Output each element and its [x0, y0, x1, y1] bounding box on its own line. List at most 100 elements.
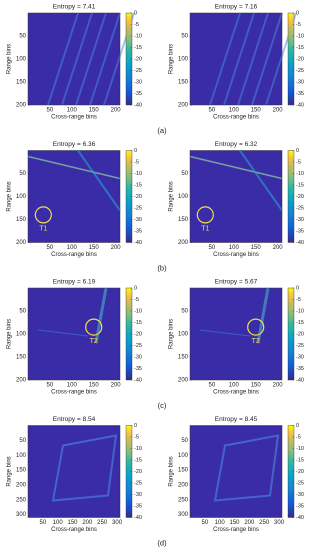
colorbar-tick-label: -25 — [296, 343, 304, 349]
x-axis-label: Cross-range bins — [51, 527, 97, 533]
streak — [89, 12, 121, 106]
streak — [61, 12, 93, 106]
streak — [77, 149, 121, 212]
x-tick-label: 100 — [215, 520, 226, 526]
colorbar-tick-label: -20 — [134, 469, 142, 475]
colorbar-tick-label: -30 — [296, 217, 304, 223]
x-axis-label: Cross-range bins — [51, 115, 97, 121]
colorbar-tick-label: -10 — [296, 308, 304, 314]
x-tick-label: 150 — [251, 245, 262, 251]
x-axis-label: Cross-range bins — [213, 115, 259, 121]
colorbar-tick-label: 0 — [134, 148, 137, 154]
colorbar-tick-label: -15 — [296, 320, 304, 326]
x-axis-label: Cross-range bins — [213, 252, 259, 258]
y-tick-label: 100 — [178, 57, 189, 63]
x-tick-label: 150 — [230, 520, 241, 526]
x-tick-label: 200 — [111, 108, 122, 114]
x-tick-label: 50 — [47, 383, 54, 389]
colorbar-tick-label: -40 — [134, 240, 142, 246]
x-tick-label: 300 — [112, 520, 123, 526]
y-axis-label: Range bins — [7, 44, 13, 74]
colorbar-tick-label: -30 — [134, 217, 142, 223]
plot-title: Entropy = 6.19 — [53, 279, 96, 286]
annotation-circle — [85, 318, 103, 336]
streak — [237, 12, 269, 106]
colorbar-tick-label: -40 — [134, 515, 142, 521]
colorbar-tick-label: -20 — [296, 331, 304, 337]
panel-label: (c) — [158, 401, 167, 410]
colorbar-tick-label: -40 — [296, 377, 304, 383]
image — [28, 425, 120, 518]
x-tick-label: 200 — [273, 108, 284, 114]
colorbar-tick-label: 0 — [134, 285, 137, 291]
colorbar-tick-label: 0 — [296, 423, 299, 429]
y-tick-label: 100 — [16, 332, 27, 338]
y-tick-label: 150 — [178, 80, 189, 86]
colorbar-tick-label: -5 — [134, 434, 139, 440]
colorbar-tick-label: -30 — [134, 79, 142, 85]
axes-frame — [189, 425, 283, 518]
colorbar-tick-label: -35 — [296, 366, 304, 372]
x-tick-label: 100 — [229, 245, 240, 251]
colorbar-tick-label: -40 — [134, 377, 142, 383]
y-axis-label: Range bins — [7, 456, 13, 486]
colorbar-tick-label: -5 — [296, 159, 301, 165]
streak — [239, 149, 283, 212]
x-tick-label: 250 — [259, 520, 270, 526]
colorbar-tick-label: -20 — [296, 469, 304, 475]
streak — [199, 329, 251, 337]
y-tick-label: 50 — [19, 34, 26, 40]
colorbar-tick-label: -35 — [296, 503, 304, 509]
panel-label: (a) — [157, 126, 167, 135]
x-tick-label: 200 — [111, 383, 122, 389]
x-axis-label: Cross-range bins — [51, 390, 97, 396]
colorbar-tick-label: -20 — [296, 56, 304, 62]
image — [28, 150, 120, 243]
x-tick-label: 50 — [47, 108, 54, 114]
y-tick-label: 50 — [181, 438, 188, 444]
axes-frame — [27, 425, 121, 518]
annotation-circle — [34, 206, 52, 224]
x-tick-label: 100 — [53, 520, 64, 526]
streak — [37, 329, 89, 337]
x-tick-label: 50 — [47, 245, 54, 251]
colorbar-tick-label: 0 — [296, 285, 299, 291]
colorbar-tick-label: -25 — [134, 205, 142, 211]
y-tick-label: 200 — [178, 103, 189, 109]
streak — [47, 12, 79, 106]
x-tick-label: 50 — [209, 108, 216, 114]
colorbar-tick-label: -30 — [296, 79, 304, 85]
colorbar-tick-label: -5 — [134, 297, 139, 303]
y-axis-label: Range bins — [169, 319, 175, 349]
x-tick-label: 50 — [209, 383, 216, 389]
colorbar-tick-label: -25 — [134, 68, 142, 74]
colorbar-tick-label: -35 — [296, 91, 304, 97]
plot-title: Entropy = 7.16 — [215, 4, 258, 11]
colorbar-tick-label: -10 — [134, 33, 142, 39]
y-tick-label: 50 — [19, 171, 26, 177]
colorbar-tick-label: -40 — [134, 102, 142, 108]
x-tick-label: 200 — [244, 520, 255, 526]
x-axis-label: Cross-range bins — [213, 527, 259, 533]
y-tick-label: 100 — [178, 194, 189, 200]
streak — [189, 155, 283, 180]
x-tick-label: 100 — [67, 383, 78, 389]
colorbar-tick-label: 0 — [296, 10, 299, 16]
plot-title: Entropy = 5.67 — [215, 279, 258, 286]
colorbar-tick-label: -30 — [134, 354, 142, 360]
y-tick-label: 250 — [16, 497, 27, 503]
y-tick-label: 100 — [16, 453, 27, 459]
colorbar-tick-label: -5 — [134, 159, 139, 165]
colorbar-tick-label: -25 — [134, 480, 142, 486]
colorbar-tick-label: -15 — [296, 457, 304, 463]
x-tick-label: 100 — [229, 108, 240, 114]
colorbar-tick-label: -15 — [296, 182, 304, 188]
streak — [251, 12, 283, 106]
x-tick-label: 150 — [251, 383, 262, 389]
image — [190, 425, 282, 518]
y-tick-label: 150 — [16, 80, 27, 86]
y-tick-label: 150 — [16, 355, 27, 361]
annotation-circle — [196, 206, 214, 224]
colorbar-tick-label: -40 — [296, 240, 304, 246]
colorbar-tick-label: 0 — [134, 423, 137, 429]
